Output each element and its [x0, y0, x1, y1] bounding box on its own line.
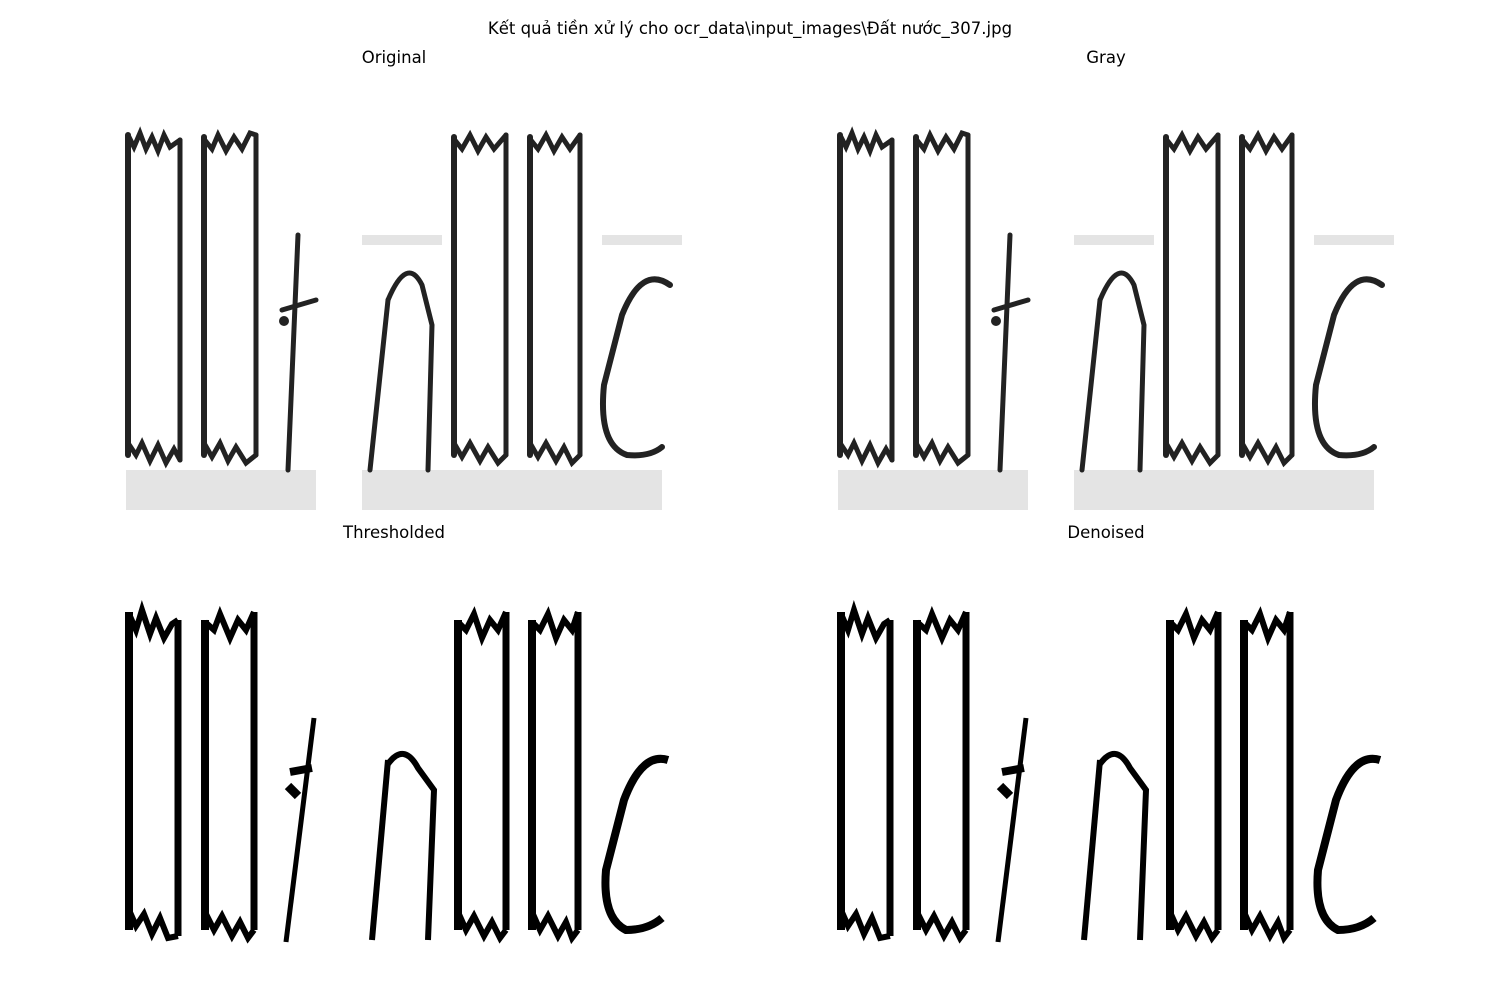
figure-suptitle: Kết quả tiền xử lý cho ocr_data\input_im… — [487, 19, 1013, 38]
panel-title-original: Original — [361, 48, 427, 67]
panel-title-gray: Gray — [1086, 48, 1126, 67]
panel-denoised-image — [834, 600, 1399, 950]
panel-title-thresholded: Thresholded — [343, 523, 445, 542]
panel-gray-image — [834, 125, 1399, 515]
panel-thresholded-image — [122, 600, 687, 950]
panel-original-image — [122, 125, 687, 515]
denoised-glyph-image — [837, 600, 1382, 945]
original-glyph-image — [125, 126, 682, 510]
thresholded-glyph-image — [125, 600, 670, 945]
panel-title-denoised: Denoised — [1067, 523, 1145, 542]
gray-glyph-image — [837, 126, 1394, 510]
